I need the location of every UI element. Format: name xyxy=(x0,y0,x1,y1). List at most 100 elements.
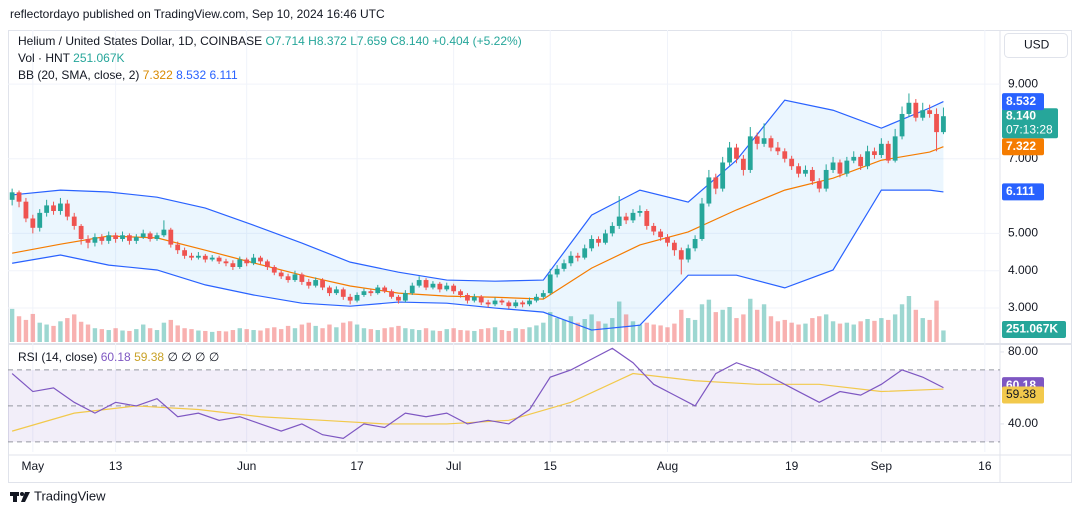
volume-bar xyxy=(513,328,518,342)
candle-body xyxy=(99,237,105,241)
candle-body xyxy=(154,235,160,239)
candle-body xyxy=(878,143,884,156)
candle-body xyxy=(16,192,22,202)
currency[interactable]: USD xyxy=(1024,38,1050,52)
x-tick-label: Jul xyxy=(446,459,461,473)
candle-body xyxy=(851,156,857,161)
volume-bar xyxy=(899,304,905,342)
y-tick-label: 3.000 xyxy=(1008,300,1038,314)
countdown: 07:13:28 xyxy=(1006,122,1053,136)
candle-body xyxy=(389,291,394,297)
candle-body xyxy=(809,169,815,182)
candle-body xyxy=(458,291,463,295)
candle-body xyxy=(858,156,864,167)
volume-bar xyxy=(341,322,346,342)
close-tag-bg xyxy=(1002,108,1058,139)
candle-body xyxy=(92,237,98,243)
rsi-line xyxy=(11,347,944,439)
candle-body xyxy=(64,203,70,217)
volume-bar xyxy=(313,325,318,342)
volume-label: Vol · HNT xyxy=(18,51,71,65)
volume-bar xyxy=(182,328,187,342)
candle-body xyxy=(941,116,946,133)
candle-body xyxy=(202,255,208,260)
volume-bar xyxy=(858,321,863,342)
volume-bar xyxy=(568,316,574,342)
candle-body xyxy=(865,151,870,167)
volume-bar xyxy=(389,327,394,342)
candle-body xyxy=(540,293,546,297)
candle-body xyxy=(340,289,346,297)
candle-body xyxy=(872,151,877,156)
candle-body xyxy=(437,283,443,290)
candle-body xyxy=(230,263,236,267)
candle-body xyxy=(747,136,753,170)
y-tick-label: 80.00 xyxy=(1008,344,1038,358)
candle-body xyxy=(782,151,788,159)
candle-body xyxy=(561,263,567,269)
volume-bar xyxy=(534,325,539,342)
candle-body xyxy=(37,212,43,228)
bb-mid-tag-bg xyxy=(1002,138,1044,156)
x-tick-label: 17 xyxy=(350,459,364,473)
candle-body xyxy=(499,300,505,303)
volume-bar xyxy=(741,314,746,342)
candle-body xyxy=(740,158,746,170)
volume-bar xyxy=(168,319,174,342)
candle-body xyxy=(706,177,712,204)
candle-body xyxy=(444,285,450,290)
candle-body xyxy=(30,218,36,228)
bb-value: 7.322 xyxy=(143,68,173,82)
volume-bar xyxy=(368,329,374,342)
candle-body xyxy=(120,235,125,239)
candle-body xyxy=(713,177,719,189)
y-tick-label: 5.000 xyxy=(1008,226,1038,240)
candle-body xyxy=(361,291,367,295)
volume-bar xyxy=(492,327,498,342)
volume-bar xyxy=(775,321,781,342)
volume-bar xyxy=(575,322,581,342)
candle-body xyxy=(830,162,836,170)
x-tick-label: 15 xyxy=(544,459,558,473)
volume-bar xyxy=(561,319,567,342)
volume-bar xyxy=(244,329,249,342)
candle-body xyxy=(140,233,146,238)
volume-bar xyxy=(782,319,787,342)
candle-body xyxy=(58,203,63,212)
candle-body xyxy=(147,233,153,239)
volume-bar xyxy=(761,304,767,342)
volume-bar xyxy=(154,330,160,342)
candle-body xyxy=(534,296,539,301)
candle-body xyxy=(520,302,526,305)
volume-bar xyxy=(99,329,105,342)
candle-body xyxy=(402,293,408,301)
bb-fill xyxy=(12,100,944,331)
x-tick-label: Jun xyxy=(237,459,256,473)
volume-bar xyxy=(285,325,291,342)
volume-bar xyxy=(713,312,718,342)
volume-bar xyxy=(403,328,408,342)
candle-body xyxy=(168,229,174,245)
candle-body xyxy=(568,255,574,264)
candle-body xyxy=(644,211,650,226)
legend-bb: BB (20, SMA, close, 2) 7.322 8.532 6.111 xyxy=(18,68,238,82)
candle-body xyxy=(347,296,353,301)
candle-body xyxy=(692,238,698,249)
volume-bar xyxy=(727,307,732,342)
bb-value: 8.532 xyxy=(176,68,206,82)
volume-bar xyxy=(844,322,850,342)
currency-button[interactable] xyxy=(1004,33,1068,58)
legend-volume: Vol · HNT 251.067K xyxy=(18,51,125,65)
candle-body xyxy=(209,257,215,260)
volume-bar xyxy=(258,330,263,342)
volume-bar xyxy=(251,330,256,342)
volume-bar xyxy=(830,321,836,342)
volume-bar xyxy=(685,318,691,342)
candle-body xyxy=(9,192,15,200)
candle-body xyxy=(264,261,270,267)
x-tick-label: May xyxy=(21,459,44,473)
x-tick-label: 16 xyxy=(978,459,992,473)
candle-body xyxy=(223,261,229,264)
volume-bar xyxy=(913,309,919,342)
legend-title: Helium / United States Dollar, 1D, COINB… xyxy=(18,34,262,48)
